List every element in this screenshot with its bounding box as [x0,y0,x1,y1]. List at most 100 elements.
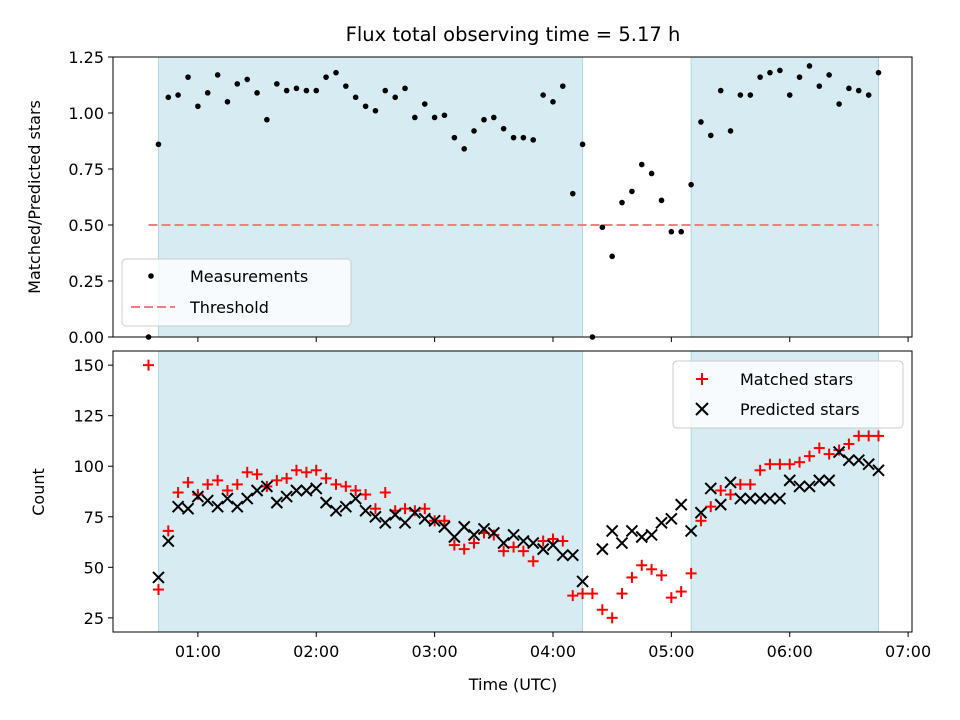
predicted-star-point [842,453,856,467]
predicted-star-stroke-b [310,482,323,495]
predicted-star-stroke-b [448,530,461,544]
predicted-star-stroke-b [803,480,816,493]
measurement-point [234,81,241,87]
matched-star-point [231,478,243,490]
predicted-star-stroke-b [734,492,747,505]
predicted-star-point [191,490,205,503]
predicted-star-point [862,458,875,471]
predicted-star-stroke-b [300,484,313,497]
predicted-star-stroke-b [714,498,727,511]
matched-star-point [823,448,835,460]
predicted-star-stroke-b [842,453,856,467]
measurement-point [333,69,339,76]
matched-star-point [409,505,421,517]
predicted-star-point [319,496,333,509]
measurement-point [747,92,754,98]
predicted-star-stroke-b [694,506,708,519]
matched-star-point [152,584,164,596]
bottom-y-ticks: 25 50 75 100 125 150 [73,356,113,628]
predicted-star-point [339,500,353,513]
measurement-point [569,190,576,197]
predicted-star-stroke-b [270,496,284,509]
matched-star-point [616,588,628,600]
bottom-shaded-regions [157,350,880,633]
predicted-star-point [250,484,264,497]
predicted-star-point [369,510,382,523]
matched-star-point [725,489,737,501]
measurement-point [629,188,635,195]
legend-measurements-label: Measurements [190,267,308,286]
measurement-point [471,128,477,134]
y-tick-label: 1.00 [68,104,104,123]
measurement-point [796,74,803,80]
predicted-star-stroke-b [221,492,234,505]
predicted-star-point [635,530,648,544]
predicted-star-stroke-b [231,500,244,513]
predicted-star-point [813,474,826,487]
predicted-star-point [734,492,747,505]
predicted-star-point [438,520,451,534]
predicted-star-stroke-b [744,492,757,505]
predicted-star-stroke-b [162,534,175,548]
y-tick-label: 100 [73,457,104,476]
x-tick-label: 01:00 [175,642,221,661]
predicted-star-point [398,516,412,530]
matched-star-point [498,545,510,557]
shaded-region-1 [157,350,584,633]
matched-star-point [695,515,707,527]
predicted-star-point [448,530,461,544]
predicted-star-stroke-b [181,502,195,515]
predicted-star-stroke-b [507,528,520,542]
measurement-point [560,83,566,89]
x-tick-label: 04:00 [530,642,576,661]
matched-star-point [833,444,845,456]
predicted-star-stroke-b [477,522,491,536]
matched-star-point [853,430,865,442]
predicted-star-stroke-b [329,504,343,517]
predicted-star-stroke-b [191,490,205,503]
predicted-star-point [704,482,717,495]
measurement-point [175,92,181,98]
predicted-star-point [763,492,777,505]
x-tick-label: 02:00 [293,642,339,661]
measurement-point [461,146,468,152]
predicted-star-point [724,476,737,489]
matched-star-point [468,537,480,549]
measurement-point [382,87,389,94]
matched-star-point [340,480,352,492]
predicted-star-point [753,492,767,505]
predicted-star-stroke-b [241,492,254,505]
predicted-star-point [852,453,865,467]
predicted-star-point [171,500,185,513]
measurement-point [402,85,408,92]
predicted-star-point [181,502,195,515]
x-tick-label: 03:00 [412,642,458,661]
measurement-point [658,197,665,204]
predicted-star-stroke-b [398,516,412,530]
bottom-y-axis-label: Count [29,468,48,516]
predicted-star-stroke-b [201,494,214,507]
top-legend-box [121,258,352,327]
predicted-star-stroke-b [655,516,668,530]
predicted-star-stroke-b [457,520,471,534]
predicted-star-stroke-b [418,512,431,525]
predicted-star-point [773,492,787,505]
y-tick-label: 150 [73,356,104,375]
predicted-star-stroke-b [635,530,648,544]
matched-star-point [577,588,589,600]
measurement-point [648,170,655,177]
measurement-point [855,87,862,94]
matched-star-point [360,489,372,501]
predicted-star-point [596,542,609,556]
measurement-point [303,87,310,94]
matched-star-point [813,442,825,454]
top-x-ticks [197,337,909,342]
predicted-star-stroke-b [369,510,382,523]
matched-star-point [458,543,470,555]
top-legend: Measurements Threshold [121,258,352,327]
predicted-star-stroke-b [517,534,530,548]
bottom-legend-box [672,360,904,429]
predicted-star-point [428,514,441,528]
matched-star-point [182,476,194,488]
measurement-point [510,134,517,141]
